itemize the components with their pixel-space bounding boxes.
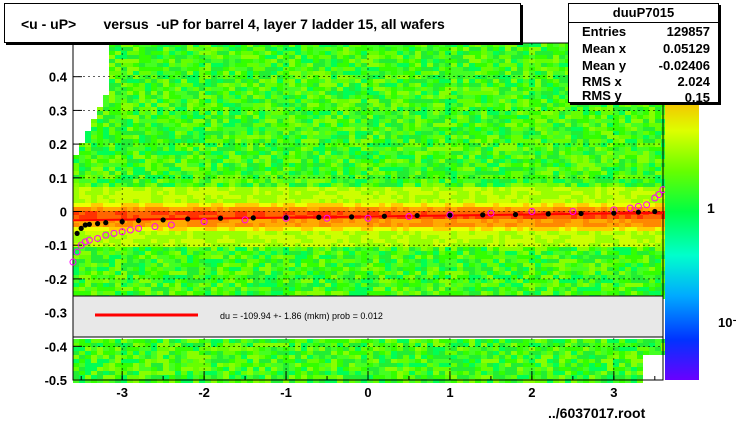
- profile-point: [185, 216, 191, 222]
- profile-marker: [446, 211, 454, 219]
- profile-marker: [94, 234, 102, 242]
- profile-marker: [135, 224, 143, 232]
- profile-point: [652, 208, 658, 215]
- profile-marker: [323, 214, 331, 222]
- x-tick-label: 2: [528, 385, 535, 400]
- profile-point: [160, 217, 166, 223]
- x-tick-label: -2: [198, 385, 210, 400]
- chart-title: <u - uP> versus -uP for barrel 4, layer …: [21, 16, 445, 32]
- profile-point: [512, 211, 519, 218]
- fit-line: [72, 211, 664, 222]
- profile-point: [578, 210, 584, 217]
- x-tick-label: 1: [446, 385, 453, 400]
- profile-point: [82, 222, 88, 228]
- profile-marker: [85, 236, 93, 244]
- profile-marker: [643, 201, 651, 209]
- profile-point: [94, 221, 101, 227]
- profile-point: [611, 210, 617, 216]
- y-tick-label: 0: [60, 205, 67, 220]
- y-tick-label: 0.1: [49, 171, 67, 186]
- stat-label-entries: Entries: [582, 24, 627, 39]
- stat-value-mean-y: -0.02406: [658, 58, 710, 73]
- profile-point: [480, 212, 486, 218]
- profile-point: [78, 225, 84, 231]
- stat-label-rms-x: RMS x: [582, 74, 622, 89]
- profile-marker: [81, 238, 89, 246]
- stat-label-rms-y: RMS y: [582, 88, 622, 103]
- stats-separator: [569, 22, 718, 23]
- profile-point: [86, 221, 92, 227]
- y-tick-label: 0.2: [49, 137, 67, 152]
- stat-label-mean-y: Mean y: [582, 58, 627, 73]
- y-tick-label: -0.2: [45, 272, 67, 287]
- stats-name: duuP7015: [612, 5, 675, 20]
- profile-marker: [487, 209, 495, 217]
- y-tick-label: -0.4: [45, 339, 68, 354]
- stats-box: duuP7015 Entries 129857 Mean x 0.05129 M…: [568, 3, 719, 105]
- y-tick-label: 0.3: [49, 103, 67, 118]
- profile-marker: [110, 229, 118, 237]
- stat-value-rms-y: 0.15: [684, 90, 710, 105]
- x-tick-label: -3: [116, 385, 128, 400]
- profile-marker: [651, 194, 659, 202]
- profile-point: [635, 209, 642, 215]
- profile-marker: [626, 204, 634, 212]
- profile-marker: [655, 191, 663, 199]
- profile-marker: [241, 216, 249, 224]
- profile-point: [119, 219, 125, 225]
- x-tick-label: 0: [364, 385, 371, 400]
- profile-marker: [73, 248, 81, 256]
- profile-marker: [167, 221, 175, 229]
- profile-marker: [126, 226, 134, 234]
- profile-marker: [102, 231, 110, 239]
- profile-points: [74, 208, 658, 237]
- profile-markers: [69, 186, 667, 266]
- y-tick-label: -0.1: [45, 238, 67, 253]
- stat-value-mean-x: 0.05129: [663, 41, 710, 56]
- profile-marker: [118, 228, 126, 236]
- stat-label-mean-x: Mean x: [582, 41, 627, 56]
- profile-point: [414, 212, 420, 219]
- y-tick-label: 0.4: [49, 70, 68, 85]
- profile-point: [316, 214, 322, 220]
- footer-filename: ../6037017.root: [548, 405, 646, 421]
- profile-point: [349, 214, 355, 220]
- profile-marker: [405, 213, 413, 221]
- profile-marker: [528, 208, 536, 215]
- x-tick-label: 3: [610, 385, 617, 400]
- fit-line-group: [72, 211, 664, 222]
- title-box: <u - uP> versus -uP for barrel 4, layer …: [4, 3, 521, 43]
- profile-marker: [77, 241, 85, 249]
- legend-box: [72, 295, 664, 338]
- profile-point: [103, 220, 109, 226]
- legend-fit-label: du = -109.94 +- 1.86 (mkm) prob = 0.012: [220, 311, 383, 321]
- profile-marker: [200, 218, 208, 226]
- y-tick-label: -0.5: [45, 373, 67, 388]
- x-tick-label: -1: [280, 385, 292, 400]
- profile-marker: [364, 214, 372, 222]
- profile-marker: [69, 258, 77, 266]
- profile-point: [283, 214, 289, 221]
- palette-label-01: 10⁻¹: [718, 315, 736, 330]
- profile-marker: [634, 202, 642, 210]
- profile-point: [250, 215, 256, 221]
- y-tick-label: -0.3: [45, 306, 67, 321]
- profile-point: [135, 217, 142, 224]
- profile-point: [447, 212, 453, 218]
- profile-point: [74, 230, 80, 237]
- palette-label-1: 1: [707, 200, 715, 216]
- stat-value-rms-x: 2.024: [677, 74, 710, 89]
- profile-marker: [569, 208, 577, 215]
- heatmap-cells: [73, 43, 667, 383]
- stat-value-entries: 129857: [666, 24, 710, 39]
- profile-point: [545, 211, 551, 217]
- profile-marker: [151, 223, 159, 231]
- axes: -3 -2 -1 0 1 2 3 -0.5 -0.4 -0.3 -0.2 -0.1 0 0.1 0.2 0.3…: [45, 70, 656, 400]
- profile-point: [381, 213, 387, 219]
- profile-point: [217, 215, 224, 221]
